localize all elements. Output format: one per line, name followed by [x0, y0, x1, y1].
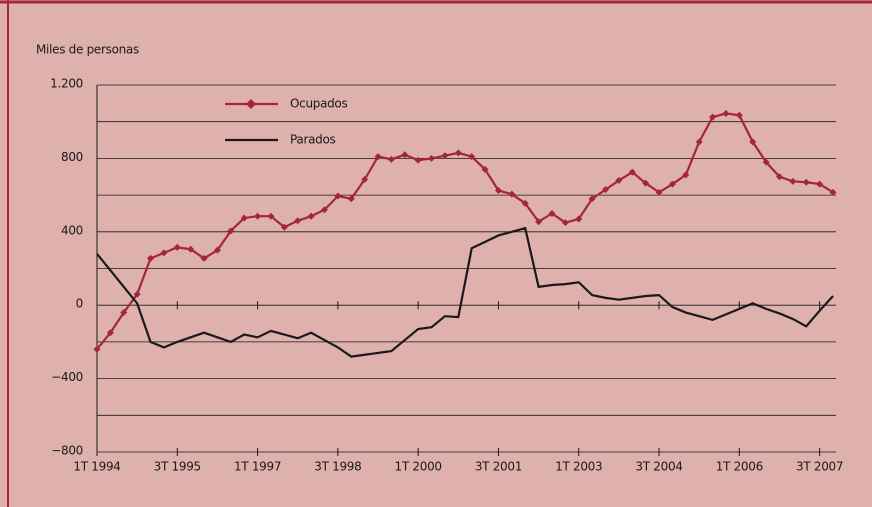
point-marker — [548, 209, 556, 217]
point-marker — [160, 249, 168, 257]
x-tick-label: 3T 1995 — [154, 460, 201, 474]
point-marker — [374, 153, 382, 161]
y-axis-label: Miles de personas — [36, 43, 139, 57]
point-marker — [401, 151, 409, 159]
point-marker — [615, 176, 623, 184]
series-line — [96, 112, 834, 350]
point-marker — [441, 152, 449, 160]
point-marker — [133, 290, 141, 298]
point-marker — [655, 188, 663, 196]
point-marker — [829, 188, 837, 196]
x-tick-label: 1T 2006 — [716, 460, 763, 474]
point-marker — [347, 195, 355, 203]
x-tick-label: 3T 2007 — [796, 460, 843, 474]
point-marker — [294, 217, 302, 225]
point-marker — [628, 168, 636, 176]
point-marker — [173, 243, 181, 251]
x-tick-label: 1T 1997 — [234, 460, 281, 474]
point-marker — [602, 186, 610, 194]
point-marker — [588, 195, 596, 203]
point-marker — [468, 153, 476, 161]
point-marker — [93, 345, 101, 353]
point-marker — [695, 138, 703, 146]
point-marker — [361, 176, 369, 184]
point-marker — [802, 178, 810, 186]
point-marker — [414, 156, 422, 164]
point-marker — [749, 138, 757, 146]
point-marker — [762, 158, 770, 166]
x-tick-label: 1T 1994 — [73, 460, 120, 474]
point-marker — [535, 218, 543, 226]
x-tick-label: 1T 2003 — [555, 460, 602, 474]
x-tick-label: 1T 2000 — [395, 460, 442, 474]
legend-label: Parados — [290, 133, 335, 147]
point-marker — [387, 155, 395, 163]
y-tick-label: −400 — [51, 370, 83, 384]
point-marker — [682, 171, 690, 179]
point-marker — [320, 206, 328, 214]
point-marker — [481, 165, 489, 173]
y-tick-label: 1.200 — [50, 77, 83, 91]
point-marker — [642, 179, 650, 187]
point-marker — [254, 212, 262, 220]
y-tick-label: −800 — [51, 444, 83, 458]
point-marker — [775, 173, 783, 181]
x-tick-label: 3T 2001 — [475, 460, 522, 474]
point-marker — [575, 215, 583, 223]
point-marker — [454, 149, 462, 157]
point-marker — [147, 254, 155, 262]
point-marker — [789, 177, 797, 185]
point-marker — [428, 154, 436, 162]
point-marker — [521, 199, 529, 207]
y-tick-label: 800 — [61, 150, 83, 164]
point-marker — [280, 223, 288, 231]
point-marker — [227, 227, 235, 235]
point-marker — [120, 309, 128, 317]
point-marker — [494, 187, 502, 195]
point-marker — [709, 113, 717, 121]
point-marker — [668, 180, 676, 188]
point-marker — [307, 212, 315, 220]
point-marker — [213, 246, 221, 254]
y-tick-label: 400 — [61, 223, 83, 237]
legend-marker — [246, 99, 256, 109]
y-tick-label: 0 — [76, 297, 83, 311]
series-line — [96, 226, 834, 358]
x-tick-label: 3T 1998 — [314, 460, 361, 474]
point-marker — [508, 190, 516, 198]
point-marker — [735, 111, 743, 119]
point-marker — [240, 214, 248, 222]
point-marker — [334, 192, 342, 200]
x-tick-label: 3T 2004 — [635, 460, 682, 474]
point-marker — [187, 245, 195, 253]
legend-label: Ocupados — [290, 97, 347, 111]
point-marker — [200, 254, 208, 262]
point-marker — [106, 329, 114, 337]
point-marker — [816, 180, 824, 188]
point-marker — [561, 219, 569, 227]
point-marker — [722, 109, 730, 117]
point-marker — [267, 212, 275, 220]
